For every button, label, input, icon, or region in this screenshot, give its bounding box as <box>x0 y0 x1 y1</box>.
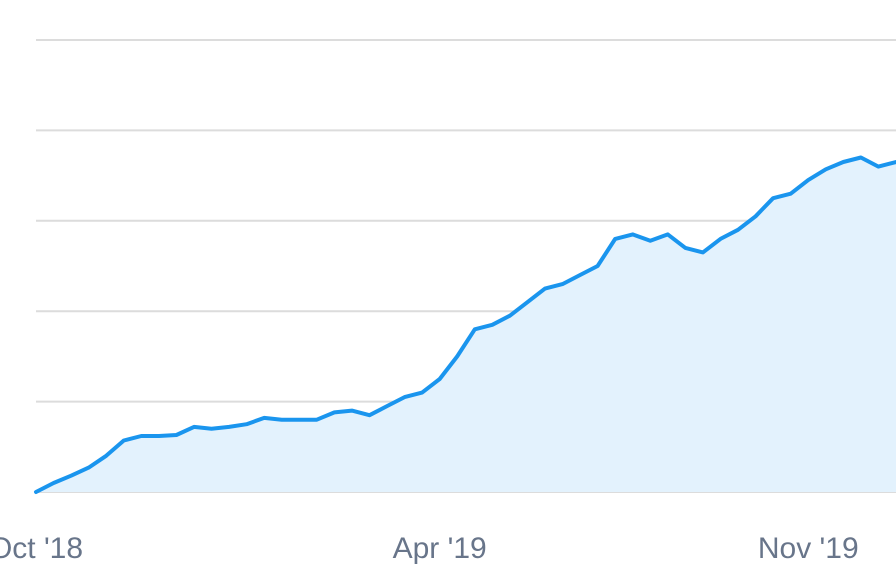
x-axis-tick-labels: Oct '18 Apr '19 Nov '19 <box>0 532 859 565</box>
x-tick-label: Nov '19 <box>758 532 859 565</box>
x-tick-label: Oct '18 <box>0 532 83 565</box>
series-line <box>34 155 896 494</box>
x-tick-label: Apr '19 <box>393 532 487 565</box>
series-area <box>36 157 896 492</box>
